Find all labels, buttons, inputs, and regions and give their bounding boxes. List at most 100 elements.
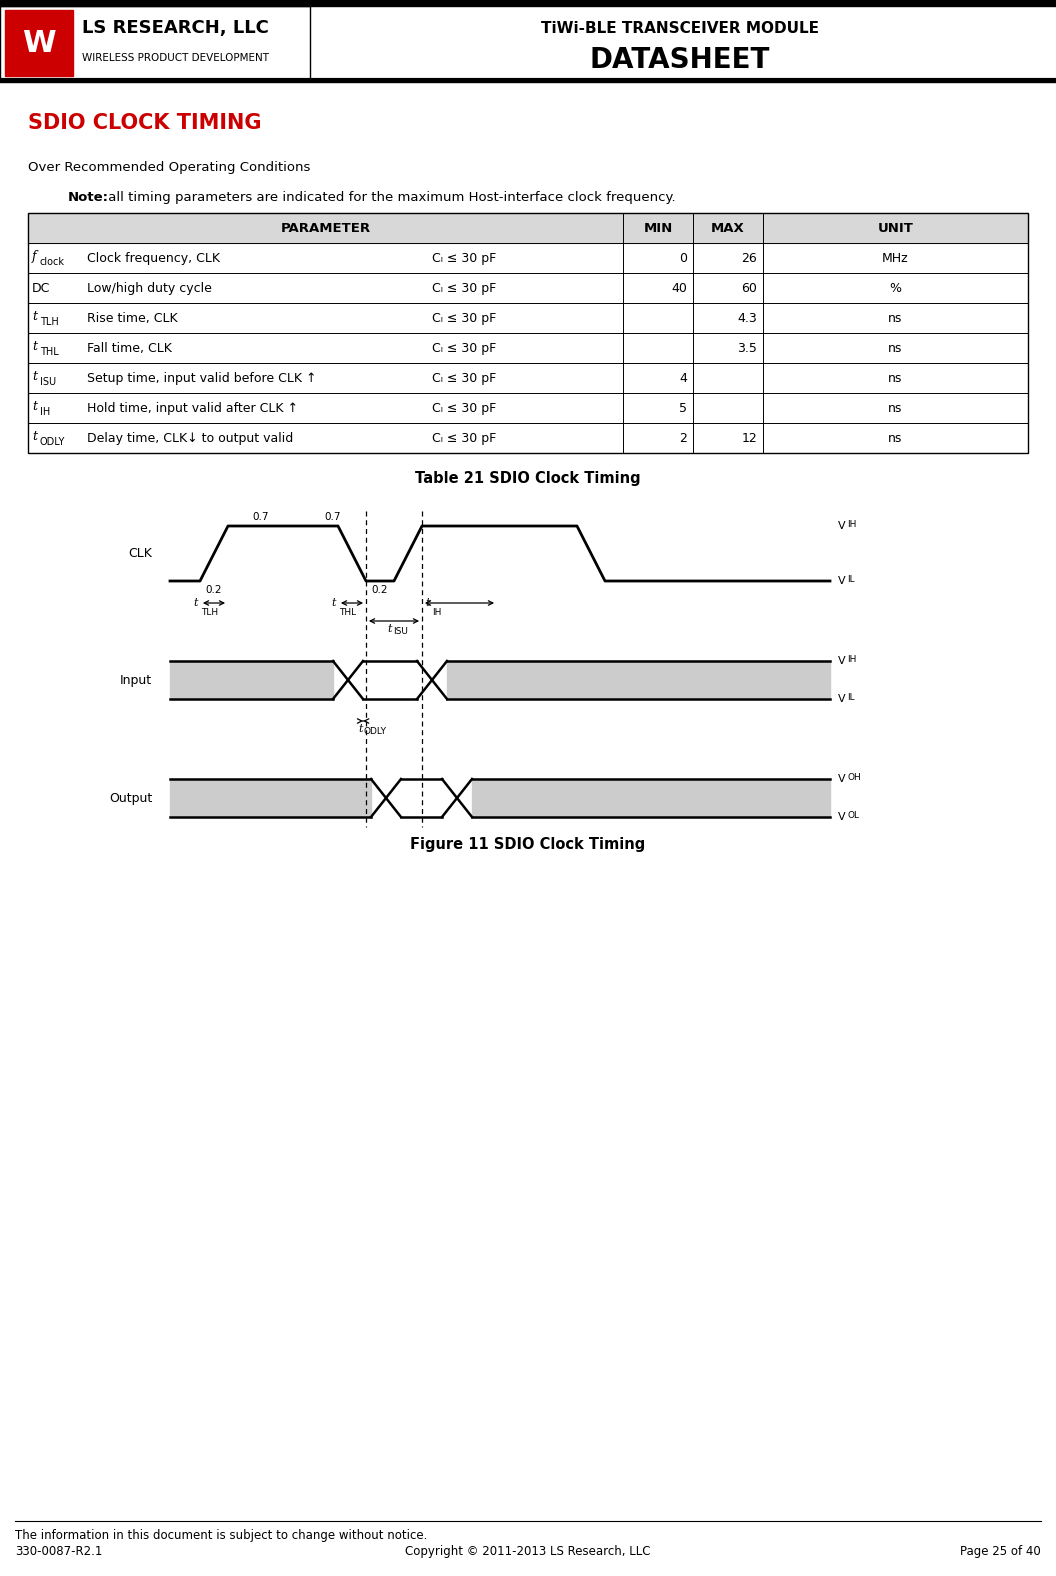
Text: ns: ns	[888, 342, 903, 355]
Text: TiWi-BLE TRANSCEIVER MODULE: TiWi-BLE TRANSCEIVER MODULE	[541, 20, 819, 36]
Text: IL: IL	[847, 693, 854, 701]
Text: Cₗ ≤ 30 pF: Cₗ ≤ 30 pF	[432, 402, 496, 414]
Text: IH: IH	[40, 407, 51, 418]
Text: THL: THL	[40, 347, 59, 358]
Text: V: V	[838, 522, 846, 531]
Text: ns: ns	[888, 402, 903, 414]
Text: 4: 4	[679, 372, 687, 385]
Text: OL: OL	[847, 812, 859, 820]
Text: Figure 11 SDIO Clock Timing: Figure 11 SDIO Clock Timing	[411, 837, 645, 853]
Text: t: t	[332, 597, 336, 608]
Text: TLH: TLH	[201, 608, 219, 616]
Text: t: t	[32, 309, 37, 323]
Text: 2: 2	[679, 432, 687, 444]
Text: Cₗ ≤ 30 pF: Cₗ ≤ 30 pF	[432, 342, 496, 355]
Text: IH: IH	[847, 656, 856, 663]
Text: ns: ns	[888, 432, 903, 444]
Text: Hold time, input valid after CLK ↑: Hold time, input valid after CLK ↑	[87, 402, 298, 414]
Text: Copyright © 2011-2013 LS Research, LLC: Copyright © 2011-2013 LS Research, LLC	[406, 1544, 650, 1559]
Text: Rise time, CLK: Rise time, CLK	[87, 312, 177, 325]
Text: MHz: MHz	[882, 252, 909, 265]
Text: t: t	[32, 369, 37, 383]
Text: Cₗ ≤ 30 pF: Cₗ ≤ 30 pF	[432, 372, 496, 385]
Bar	[29, 213, 1027, 243]
Text: ISU: ISU	[393, 627, 408, 637]
Text: LS RESEARCH, LLC: LS RESEARCH, LLC	[82, 19, 269, 36]
Text: t: t	[388, 624, 392, 634]
Text: f: f	[32, 249, 37, 263]
Text: Cₗ ≤ 30 pF: Cₗ ≤ 30 pF	[432, 252, 496, 265]
Text: t: t	[193, 597, 199, 608]
Text: Input: Input	[120, 673, 152, 687]
Text: 4.3: 4.3	[737, 312, 757, 325]
Text: SDIO CLOCK TIMING: SDIO CLOCK TIMING	[29, 113, 262, 132]
Bar	[170, 660, 333, 700]
Text: MAX: MAX	[711, 222, 744, 235]
Text: all timing parameters are indicated for the maximum Host-interface clock frequen: all timing parameters are indicated for …	[103, 191, 676, 203]
Text: V: V	[838, 693, 846, 704]
Text: UNIT: UNIT	[878, 222, 913, 235]
Text: V: V	[838, 812, 846, 823]
Text: WIRELESS PRODUCT DEVELOPMENT: WIRELESS PRODUCT DEVELOPMENT	[82, 54, 269, 63]
Text: t: t	[32, 399, 37, 413]
Text: OH: OH	[847, 772, 861, 782]
Text: PARAMETER: PARAMETER	[281, 222, 371, 235]
Text: MIN: MIN	[643, 222, 673, 235]
Bar	[5, 9, 73, 76]
Bar	[0, 6, 310, 80]
Text: 40: 40	[672, 282, 687, 295]
Text: 0.7: 0.7	[252, 512, 269, 522]
Text: 0.2: 0.2	[372, 585, 389, 596]
Text: CLK: CLK	[128, 547, 152, 559]
Text: Cₗ ≤ 30 pF: Cₗ ≤ 30 pF	[432, 312, 496, 325]
Text: 3.5: 3.5	[737, 342, 757, 355]
Text: W: W	[22, 28, 56, 57]
Text: ODLY: ODLY	[40, 437, 65, 448]
Text: IL: IL	[847, 575, 854, 585]
Text: ODLY: ODLY	[363, 727, 386, 736]
Bar	[447, 660, 830, 700]
Text: THL: THL	[339, 608, 356, 616]
Text: 60: 60	[741, 282, 757, 295]
Text: ISU: ISU	[40, 377, 56, 388]
Text: Page 25 of 40: Page 25 of 40	[960, 1544, 1041, 1559]
Text: Table 21 SDIO Clock Timing: Table 21 SDIO Clock Timing	[415, 471, 641, 485]
Text: Note:: Note:	[68, 191, 109, 203]
Text: 12: 12	[741, 432, 757, 444]
Text: Output: Output	[109, 791, 152, 804]
Text: Delay time, CLK↓ to output valid: Delay time, CLK↓ to output valid	[87, 432, 294, 444]
Text: clock: clock	[40, 257, 65, 266]
Text: ns: ns	[888, 372, 903, 385]
Text: Low/high duty cycle: Low/high duty cycle	[87, 282, 212, 295]
Text: t: t	[425, 597, 430, 608]
Text: The information in this document is subject to change without notice.: The information in this document is subj…	[15, 1529, 428, 1541]
Bar	[170, 779, 371, 816]
Text: t: t	[358, 723, 362, 734]
Text: 26: 26	[741, 252, 757, 265]
Text: IH: IH	[847, 520, 856, 530]
Text: 330-0087-R2.1: 330-0087-R2.1	[15, 1544, 102, 1559]
Bar	[0, 0, 1056, 6]
Text: Setup time, input valid before CLK ↑: Setup time, input valid before CLK ↑	[87, 372, 317, 385]
Text: ns: ns	[888, 312, 903, 325]
Bar	[0, 6, 310, 80]
Text: Cₗ ≤ 30 pF: Cₗ ≤ 30 pF	[432, 432, 496, 444]
Text: 0.2: 0.2	[206, 585, 222, 596]
Text: V: V	[838, 575, 846, 586]
Text: TLH: TLH	[40, 317, 59, 326]
Bar	[29, 213, 1027, 452]
Text: Over Recommended Operating Conditions: Over Recommended Operating Conditions	[29, 161, 310, 173]
Text: 0.7: 0.7	[324, 512, 341, 522]
Text: Clock frequency, CLK: Clock frequency, CLK	[87, 252, 220, 265]
Text: DC: DC	[32, 282, 51, 295]
Text: IH: IH	[432, 608, 441, 616]
Text: V: V	[838, 656, 846, 667]
Bar	[472, 779, 830, 816]
Text: V: V	[838, 774, 846, 783]
Text: 0: 0	[679, 252, 687, 265]
Text: Cₗ ≤ 30 pF: Cₗ ≤ 30 pF	[432, 282, 496, 295]
Text: DATASHEET: DATASHEET	[590, 46, 770, 74]
Text: 5: 5	[679, 402, 687, 414]
Text: Fall time, CLK: Fall time, CLK	[87, 342, 172, 355]
Text: %: %	[889, 282, 902, 295]
